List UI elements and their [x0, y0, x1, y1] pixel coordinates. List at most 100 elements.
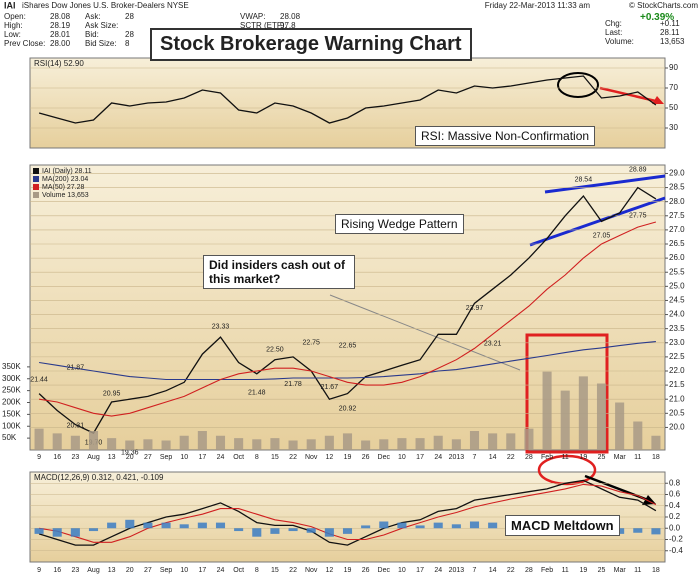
x-tick-label: Mar	[614, 454, 627, 461]
x-tick-label: 17	[198, 567, 206, 574]
bar	[179, 524, 189, 529]
bar	[34, 528, 44, 534]
bar	[288, 528, 298, 532]
x-tick-label: 19	[344, 567, 352, 574]
x-tick-label: Sep	[160, 567, 173, 574]
y-tick-label: 27.0	[669, 225, 685, 234]
point-label: 20.95	[103, 390, 121, 397]
x-tick-label: 24	[434, 454, 442, 461]
bar	[161, 440, 171, 450]
bar	[324, 528, 334, 537]
y-tick-label: 28.5	[669, 183, 685, 192]
x-tick-label: 18	[652, 454, 660, 461]
point-label: 21.78	[284, 381, 302, 388]
x-tick-label: 17	[416, 454, 424, 461]
bar	[596, 383, 607, 450]
bar	[88, 528, 99, 532]
y-tick-label: 28.0	[669, 197, 685, 206]
bar	[270, 528, 280, 534]
wedge-upper	[544, 174, 666, 194]
x-tick-label: Dec	[378, 567, 391, 574]
bar	[651, 528, 661, 535]
legend-label: Volume 13,653	[42, 192, 89, 199]
bar	[107, 438, 117, 450]
series-line	[39, 483, 657, 543]
bar	[379, 521, 389, 529]
bar	[324, 435, 334, 450]
y-tick-label: 0.4	[669, 501, 681, 510]
y-tick-label: 25.0	[669, 281, 685, 290]
y-tick-label: 26.0	[669, 253, 685, 262]
x-tick-label: Dec	[378, 454, 391, 461]
bar	[633, 528, 643, 533]
bar	[52, 528, 62, 537]
bar	[361, 440, 371, 450]
bar	[397, 522, 407, 529]
quote-value: 28.19	[50, 21, 71, 30]
y-tick-label: 21.5	[669, 380, 685, 389]
series-line	[38, 186, 657, 434]
bar	[433, 435, 443, 450]
rsi-arrow	[599, 86, 661, 104]
y-tick-label: 0.0	[669, 523, 681, 532]
y-tick-label: 100K	[2, 421, 21, 430]
x-tick-label: 23	[71, 454, 79, 461]
y-tick-label: 25.5	[669, 267, 685, 276]
x-tick-label: 17	[416, 567, 424, 574]
quote-label: VWAP:	[240, 12, 266, 21]
x-tick-label: 25	[598, 454, 606, 461]
x-tick-label: 24	[217, 454, 225, 461]
x-tick-label: 27	[144, 567, 152, 574]
quote-label: Ask Size:	[85, 21, 119, 30]
y-tick-label: 20.5	[669, 408, 685, 417]
quote-label: Low:	[4, 30, 21, 39]
bar	[70, 435, 80, 450]
series-line	[39, 341, 656, 381]
bar	[342, 528, 353, 534]
bar	[560, 390, 570, 450]
y-tick-label: 200K	[2, 398, 21, 407]
x-tick-label: 19	[579, 454, 587, 461]
bar	[234, 528, 244, 532]
bar	[488, 433, 498, 450]
x-tick-label: 22	[507, 454, 515, 461]
bar	[252, 439, 262, 450]
bar	[306, 528, 316, 533]
legend-swatch	[33, 184, 39, 190]
y-tick-label: 150K	[2, 409, 21, 418]
point-label: 22.65	[339, 342, 357, 349]
quote-value: 97.8	[280, 21, 296, 30]
wedge-lower	[529, 196, 666, 247]
bar	[125, 519, 135, 529]
legend-swatch	[33, 176, 39, 182]
x-tick-label: 22	[289, 454, 297, 461]
x-tick-label: Oct	[233, 567, 244, 574]
x-tick-label: 11	[562, 567, 569, 574]
bar	[451, 439, 461, 450]
y-tick-label: 30	[669, 123, 678, 132]
quote-value: 28.08	[50, 12, 71, 21]
x-tick-label: 10	[398, 454, 406, 461]
bar	[542, 371, 552, 450]
x-tick-label: 10	[180, 454, 188, 461]
bar	[107, 522, 117, 529]
bar	[415, 438, 425, 450]
quote-label: Prev Close:	[4, 39, 46, 48]
quote-label: Bid Size:	[85, 39, 117, 48]
panel-title: MACD(12,26,9) 0.312, 0.421, -0.109	[34, 473, 164, 482]
y-tick-label: 250K	[2, 386, 21, 395]
y-tick-label: 0.8	[669, 478, 681, 487]
x-tick-label: 11	[562, 454, 569, 461]
y-tick-label: 22.0	[669, 366, 685, 375]
bar	[143, 522, 153, 529]
bar	[488, 522, 498, 529]
annotation: Rising Wedge Pattern	[335, 214, 464, 234]
quote-label: Ask:	[85, 12, 101, 21]
x-tick-label: 20	[126, 567, 134, 574]
y-tick-label: -0.2	[669, 535, 683, 544]
x-tick-label: 9	[37, 567, 41, 574]
point-label: 27.05	[593, 232, 611, 239]
point-label: 28.89	[629, 166, 647, 173]
x-tick-label: Feb	[541, 567, 553, 574]
bar	[252, 528, 262, 537]
